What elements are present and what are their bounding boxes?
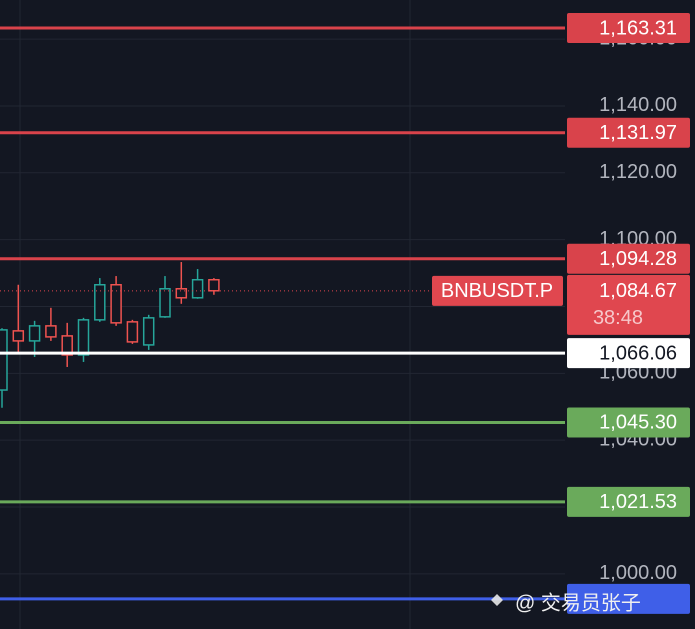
symbol-box bbox=[432, 275, 563, 306]
level-label: 1,021.53 bbox=[599, 491, 677, 513]
candle-body bbox=[61, 335, 73, 356]
watermark-icon bbox=[491, 594, 503, 606]
candle-body bbox=[12, 330, 25, 342]
candle-body bbox=[142, 317, 155, 346]
watermark: @ 交易员张子 bbox=[515, 591, 641, 614]
y-tick-label: 1,140.00 bbox=[599, 94, 677, 116]
candle-body bbox=[208, 278, 220, 292]
y-tick-label: 1,120.00 bbox=[599, 161, 677, 183]
candle-body bbox=[126, 321, 139, 343]
candle-body bbox=[28, 325, 41, 342]
countdown: 38:48 bbox=[593, 307, 643, 329]
price-box bbox=[567, 274, 690, 335]
level-label-box bbox=[567, 486, 690, 517]
candle-body bbox=[191, 278, 204, 299]
candle-body bbox=[77, 319, 90, 356]
level-label: 1,131.97 bbox=[599, 122, 677, 144]
candle-body bbox=[159, 288, 171, 318]
level-label: 1,066.06 bbox=[599, 342, 677, 364]
candle-body bbox=[45, 325, 57, 338]
y-tick-label: 1,000.00 bbox=[599, 562, 677, 584]
candle-body bbox=[110, 284, 122, 324]
level-label-box bbox=[567, 338, 690, 369]
level-label: 1,163.31 bbox=[599, 17, 677, 39]
level-label-box bbox=[567, 13, 690, 44]
level-label-box bbox=[567, 117, 690, 148]
level-label: 1,094.28 bbox=[599, 248, 677, 270]
candle-body bbox=[0, 329, 8, 391]
level-label-box bbox=[567, 407, 690, 438]
price-label: 1,084.67 bbox=[599, 280, 677, 302]
level-label-box bbox=[567, 583, 690, 614]
candle-body bbox=[94, 284, 106, 321]
level-label-box bbox=[567, 243, 690, 274]
symbol-label: BNBUSDT.P bbox=[441, 280, 553, 302]
level-label: 1,045.30 bbox=[599, 412, 677, 434]
candle-body bbox=[175, 288, 188, 299]
